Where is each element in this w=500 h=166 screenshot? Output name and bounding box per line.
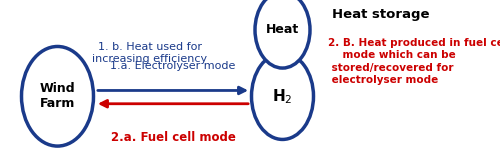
Text: H$_2$: H$_2$ [272, 87, 293, 106]
Ellipse shape [252, 53, 314, 139]
Text: 2. B. Heat produced in fuel cell
    mode which can be
 stored/recovered for
 el: 2. B. Heat produced in fuel cell mode wh… [328, 38, 500, 85]
Text: Heat: Heat [266, 23, 299, 36]
Text: Heat storage: Heat storage [332, 8, 430, 21]
Ellipse shape [22, 46, 94, 146]
Text: 2.a. Fuel cell mode: 2.a. Fuel cell mode [110, 131, 236, 144]
Text: Wind
Farm: Wind Farm [40, 82, 76, 110]
Ellipse shape [255, 0, 310, 68]
Text: 1.a. Electrolyser mode: 1.a. Electrolyser mode [110, 61, 236, 71]
Text: 1. b. Heat used for
increasing efficiency: 1. b. Heat used for increasing efficienc… [92, 42, 208, 64]
